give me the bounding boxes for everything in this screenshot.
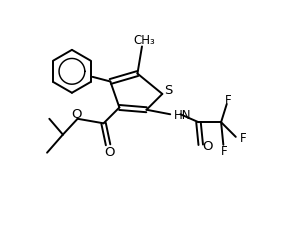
- Text: O: O: [71, 108, 82, 121]
- Text: F: F: [221, 144, 228, 157]
- Text: O: O: [104, 145, 115, 158]
- Text: F: F: [240, 132, 246, 145]
- Text: F: F: [224, 93, 231, 106]
- Text: S: S: [164, 84, 172, 97]
- Text: HN: HN: [174, 108, 192, 121]
- Text: O: O: [202, 140, 212, 153]
- Text: CH₃: CH₃: [133, 34, 155, 47]
